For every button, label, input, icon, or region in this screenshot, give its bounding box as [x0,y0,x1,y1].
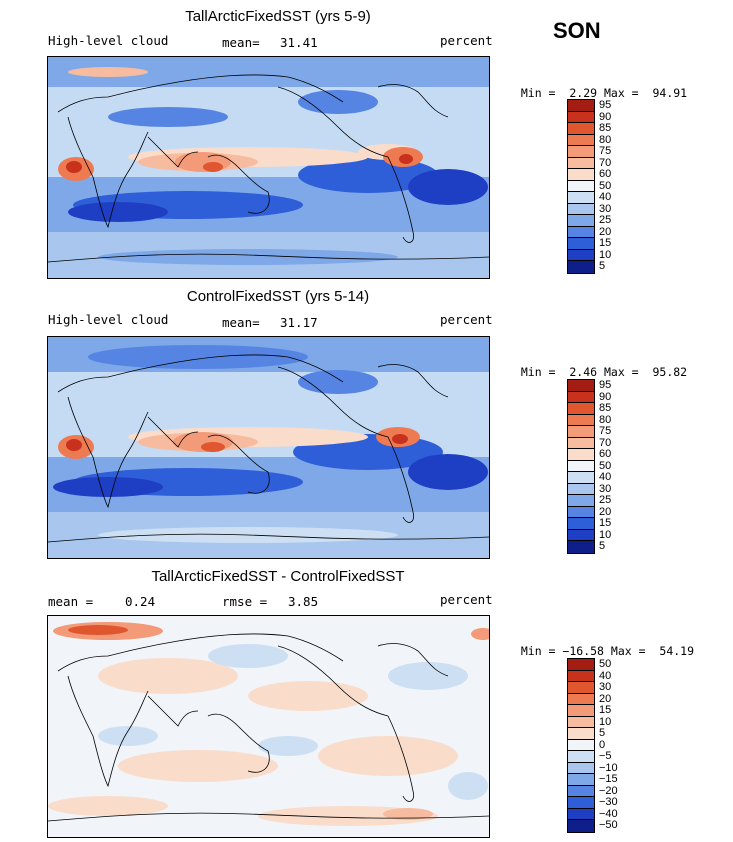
panel-1-max-label: Max = [603,86,639,100]
panel-1-mean-label: mean= [222,35,260,50]
colorbar-label: −15 [599,773,618,785]
colorbar-swatch [567,260,595,274]
panel-2-map-svg [48,337,489,558]
colorbar-label: 30 [599,202,612,215]
colorbar-label: 75 [599,145,612,157]
panel-3-map-svg [48,616,489,837]
colorbar-label: 40 [599,669,612,682]
colorbar-label: 15 [599,517,612,529]
colorbar-label: 80 [599,133,612,146]
colorbar-label: 0 [599,738,606,751]
colorbar-label: 70 [599,156,612,169]
panel-1-minmax: Min = 2.29 Max = 94.91 [507,72,687,100]
panel-1-units: percent [440,33,493,48]
colorbar-label: −40 [599,807,618,820]
colorbar-label: 50 [599,459,612,472]
colorbar-label: 50 [599,179,612,192]
panel-2-max-value: 95.82 [652,365,688,379]
colorbar-label: −50 [599,819,618,831]
panel-2-variable-label: High-level cloud [48,312,169,327]
panel-2-map [47,336,490,559]
panel-2-units: percent [440,312,493,327]
colorbar-label: −10 [599,761,618,774]
panel-2-minmax: Min = 2.46 Max = 95.82 [507,351,687,379]
colorbar-label: 85 [599,122,612,134]
colorbar-label: 20 [599,505,612,518]
panel-3-minmax: Min = −16.58 Max = 54.19 [507,630,694,658]
colorbar-swatch [567,819,595,833]
panel-3-rmse-label: rmse = [222,594,268,609]
colorbar-label: 75 [599,425,612,437]
panel-1-title: TallArcticFixedSST (yrs 5-9) [185,8,371,25]
colorbar-label: 30 [599,681,612,693]
panel-2-min-value: 2.46 [569,365,598,379]
panel-1-map [47,56,490,279]
panel-2-min-label: Min = [520,365,556,379]
colorbar-label: 60 [599,168,612,180]
colorbar-label: 95 [599,379,612,391]
panel-3-min-value: −16.58 [562,644,604,658]
colorbar-label: 20 [599,225,612,238]
colorbar-label: 90 [599,390,612,403]
panel-2-mean-label: mean= [222,315,260,330]
colorbar-label: 50 [599,658,612,670]
panel-1-mean-value: 31.41 [280,35,318,50]
colorbar-label: 60 [599,448,612,460]
panel-3-max-value: 54.19 [659,644,695,658]
panel-3-min-label: Min = [520,644,556,658]
colorbar-label: 95 [599,99,612,111]
panel-2-mean-value: 31.17 [280,315,318,330]
panel-3-rmse-value: 3.85 [288,594,319,609]
colorbar-swatch [567,540,595,554]
colorbar-label: 25 [599,494,612,506]
panel-3-mean-value: 0.24 [125,594,156,609]
panel-3-title: TallArcticFixedSST - ControlFixedSST [151,568,405,585]
colorbar-label: 10 [599,528,612,541]
colorbar-label: −30 [599,796,618,808]
season-label: SON [553,18,601,43]
colorbar-label: 80 [599,413,612,426]
colorbar-label: −5 [599,750,612,762]
panel-3-units: percent [440,592,493,607]
colorbar-label: 10 [599,715,612,728]
panel-1-variable-label: High-level cloud [48,33,169,48]
panel-1-min-value: 2.29 [569,86,598,100]
colorbar-label: 20 [599,692,612,705]
panel-2-title: ControlFixedSST (yrs 5-14) [186,288,370,305]
colorbar-label: 15 [599,237,612,249]
colorbar-label: 5 [599,540,606,552]
colorbar-label: 40 [599,471,612,483]
panel-3-mean-label: mean = [48,594,94,609]
panel-3-map [47,615,490,838]
colorbar-label: 5 [599,260,606,272]
colorbar-label: 40 [599,191,612,203]
colorbar-label: 70 [599,436,612,449]
colorbar-label: 5 [599,727,606,739]
colorbar-label: 30 [599,482,612,495]
colorbar-label: 85 [599,402,612,414]
panel-3-max-label: Max = [610,644,646,658]
colorbar-label: 90 [599,110,612,123]
colorbar-label: 15 [599,704,612,716]
panel-1-min-label: Min = [520,86,556,100]
colorbar-label: 25 [599,214,612,226]
panel-2-max-label: Max = [603,365,639,379]
colorbar-label: −20 [599,784,618,797]
colorbar-label: 10 [599,248,612,261]
panel-1-map-svg [48,57,489,278]
panel-1-max-value: 94.91 [652,86,688,100]
